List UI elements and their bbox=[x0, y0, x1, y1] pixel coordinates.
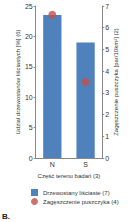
svg-text:Udział drzewostanów liściastyc: Udział drzewostanów liściastych [%] (6) bbox=[15, 29, 21, 134]
svg-text:B.: B. bbox=[2, 212, 10, 221]
svg-text:Zagęszczenie puszczyka (4): Zagęszczenie puszczyka (4) bbox=[43, 199, 119, 205]
svg-text:5: 5 bbox=[105, 46, 109, 53]
svg-text:Drzewostany liściaste (7): Drzewostany liściaste (7) bbox=[43, 190, 110, 196]
svg-text:5: 5 bbox=[29, 124, 33, 131]
svg-text:10: 10 bbox=[25, 94, 33, 101]
svg-text:Część terenu badań (3): Część terenu badań (3) bbox=[38, 173, 101, 179]
svg-text:2: 2 bbox=[105, 111, 109, 118]
svg-text:S: S bbox=[83, 161, 88, 168]
svg-text:0: 0 bbox=[105, 155, 109, 162]
svg-text:3: 3 bbox=[105, 89, 109, 96]
svg-text:20: 20 bbox=[25, 33, 33, 40]
svg-text:7: 7 bbox=[105, 3, 109, 10]
svg-text:15: 15 bbox=[25, 63, 33, 70]
svg-text:25: 25 bbox=[25, 3, 33, 10]
svg-text:4: 4 bbox=[105, 68, 109, 75]
svg-text:0: 0 bbox=[29, 155, 33, 162]
svg-text:6: 6 bbox=[105, 24, 109, 31]
svg-text:Zagęszczenie puszczyka [par/10: Zagęszczenie puszczyka [par/10km²] (2) bbox=[113, 28, 119, 136]
svg-text:N: N bbox=[50, 161, 55, 168]
svg-text:1: 1 bbox=[105, 133, 109, 140]
